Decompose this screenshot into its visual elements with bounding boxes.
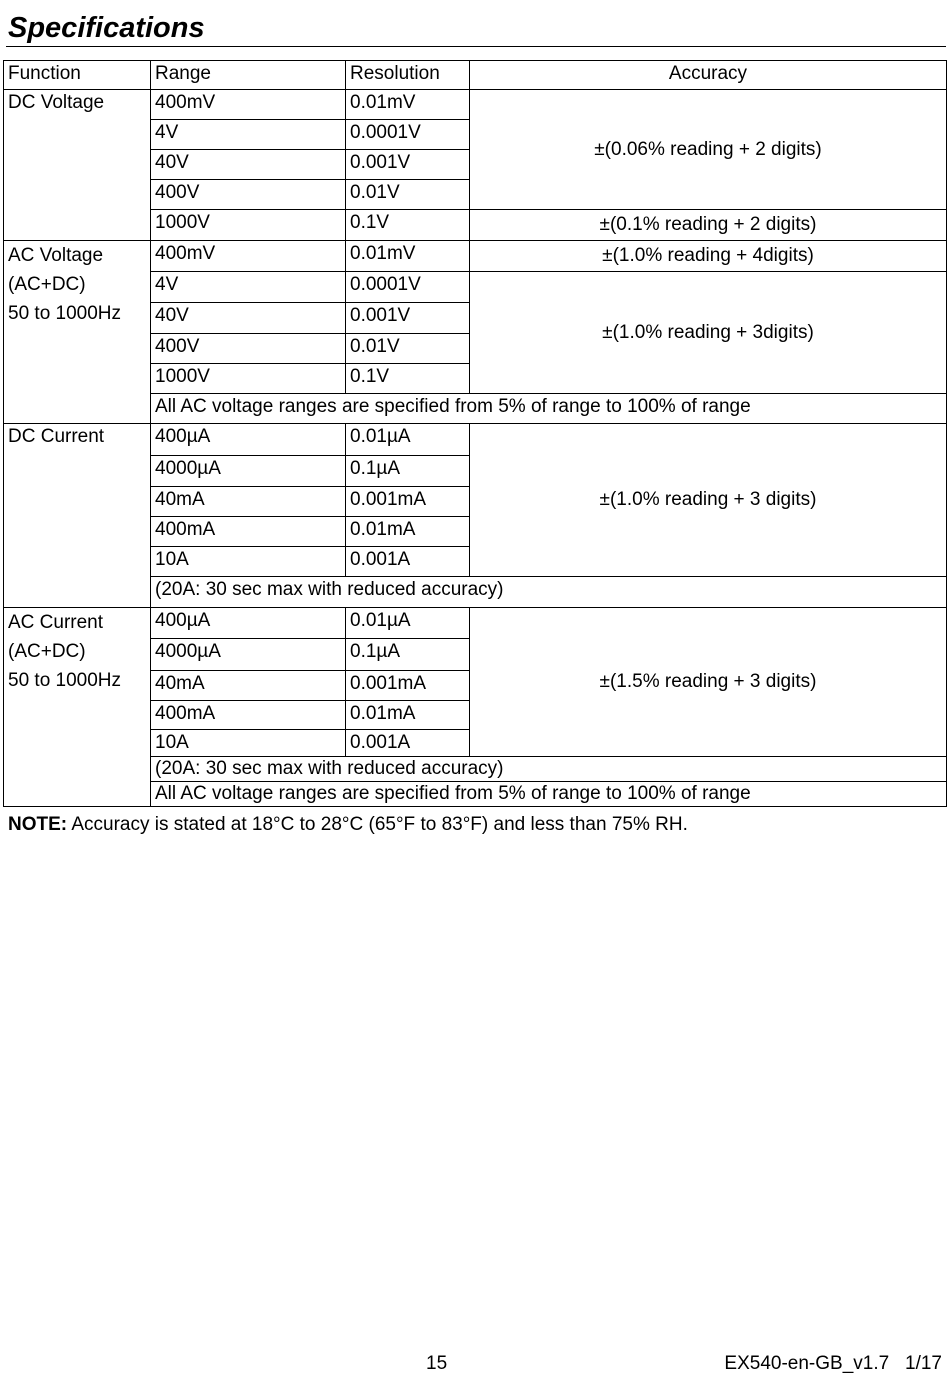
table-row: AC Current (AC+DC) 50 to 1000Hz 400µA 0.01µ… <box>3 607 947 807</box>
accuracy-cell: ±(0.1% reading + 2 digits) <box>469 209 947 241</box>
table-row: 4V 0.0001V ±(1.0% reading + 3digits) <box>4 271 947 394</box>
range-cell: 400mV <box>150 240 346 272</box>
resolution-cell: 0.001mA <box>345 670 470 701</box>
range-cell: 40mA <box>150 670 346 701</box>
table-row: 40mA 0.001mA <box>4 486 947 517</box>
function-label: 50 to 1000Hz <box>8 670 122 691</box>
function-dc-voltage: DC Voltage <box>3 89 151 241</box>
table-row: 10A 0.001A <box>4 546 947 577</box>
function-dc-current: DC Current <box>3 423 151 608</box>
page-title: Specifications <box>8 12 205 44</box>
table-row: 400V 0.01V <box>4 179 947 210</box>
resolution-cell: 0.1µA <box>345 455 470 487</box>
range-cell: 40V <box>150 302 346 334</box>
resolution-cell: 0.01mA <box>345 516 470 547</box>
resolution-cell: 0.01µA <box>345 607 470 639</box>
function-label: (AC+DC) <box>8 274 86 295</box>
function-label: (AC+DC) <box>8 641 86 662</box>
table-row: 400mA 0.01mA <box>4 516 947 547</box>
table-row: 1000V 0.1V <box>4 363 947 394</box>
header-row: Function Range Resolution Accuracy <box>3 60 947 90</box>
table-row: DC Current 400µA 0.01µA ±(1.0% reading + 3… <box>3 423 947 608</box>
resolution-cell: 0.0001V <box>345 271 470 303</box>
header-accuracy: Accuracy <box>469 60 947 90</box>
table-row: 400V 0.01V <box>4 333 947 364</box>
resolution-cell: 0.001V <box>345 149 470 180</box>
range-cell: 1000V <box>150 209 346 241</box>
table-row: 4000µA 0.1µA <box>4 455 947 487</box>
range-cell: 400V <box>150 333 346 364</box>
resolution-cell: 0.001A <box>345 546 470 577</box>
resolution-cell: 0.01mV <box>345 89 470 120</box>
table-row: DC Voltage 400mV 0.01mV ±(0.06% reading +… <box>3 89 947 241</box>
document-id: EX540-en-GB_v1.7 1/17 <box>724 1353 942 1374</box>
page-number: 15 <box>426 1353 448 1374</box>
range-cell: 40mA <box>150 486 346 517</box>
header-function: Function <box>3 60 151 90</box>
function-ac-current: AC Current (AC+DC) 50 to 1000Hz <box>3 607 151 807</box>
resolution-cell: 0.01mA <box>345 700 470 730</box>
resolution-cell: 0.1µA <box>345 638 470 671</box>
range-cell: 4V <box>150 271 346 303</box>
specifications-table: Function Range Resolution Accuracy DC Vo… <box>3 60 947 807</box>
table-row: 40V 0.001V <box>4 149 947 180</box>
table-row: 400mA 0.01mA <box>4 700 947 730</box>
note-text: Accuracy is stated at 18°C to 28°C (65°F… <box>67 814 688 835</box>
resolution-cell: 0.1V <box>345 363 470 394</box>
accuracy-cell: ±(1.0% reading + 3digits) <box>469 271 947 394</box>
range-cell: 10A <box>150 729 346 757</box>
range-cell: 40V <box>150 149 346 180</box>
function-label: AC Current <box>8 612 104 633</box>
range-cell: 400µA <box>150 607 346 639</box>
table-row: 40V 0.001V <box>4 302 947 334</box>
resolution-cell: 0.1V <box>345 209 470 241</box>
resolution-cell: 0.01V <box>345 179 470 210</box>
header-resolution: Resolution <box>345 60 470 90</box>
range-cell: 400V <box>150 179 346 210</box>
table-row: All AC voltage ranges are specified from… <box>4 781 947 807</box>
resolution-cell: 0.0001V <box>345 119 470 150</box>
table-row: AC Voltage (AC+DC) 50 to 1000Hz 400mV 0.01m… <box>3 240 947 424</box>
resolution-cell: 0.001A <box>345 729 470 757</box>
range-cell: 4000µA <box>150 638 346 671</box>
note-cell: All AC voltage ranges are specified from… <box>150 781 947 807</box>
function-label: AC Voltage <box>8 245 104 266</box>
function-label: 50 to 1000Hz <box>8 303 122 324</box>
range-cell: 400mV <box>150 89 346 120</box>
accuracy-cell: ±(1.0% reading + 4digits) <box>469 240 947 272</box>
resolution-cell: 0.01mV <box>345 240 470 272</box>
note-label: NOTE: <box>8 814 68 835</box>
range-cell: 4V <box>150 119 346 150</box>
resolution-cell: 0.001V <box>345 302 470 334</box>
table-row: 1000V 0.1V ±(0.1% reading + 2 digits) <box>4 209 947 241</box>
accuracy-note: NOTE: Accuracy is stated at 18°C to 28°C… <box>8 814 688 836</box>
note-cell: (20A: 30 sec max with reduced accuracy) <box>150 576 947 608</box>
range-cell: 400mA <box>150 516 346 547</box>
range-cell: 1000V <box>150 363 346 394</box>
accuracy-cell: ±(1.5% reading + 3 digits) <box>469 607 947 757</box>
resolution-cell: 0.001mA <box>345 486 470 517</box>
table-row: 40mA 0.001mA <box>4 670 947 701</box>
range-cell: 400mA <box>150 700 346 730</box>
accuracy-cell: ±(0.06% reading + 2 digits) <box>469 89 947 210</box>
accuracy-cell: ±(1.0% reading + 3 digits) <box>469 423 947 577</box>
header-range: Range <box>150 60 346 90</box>
note-cell: All AC voltage ranges are specified from… <box>150 393 947 424</box>
table-row: 4V 0.0001V <box>4 119 947 150</box>
range-cell: 400µA <box>150 423 346 456</box>
range-cell: 10A <box>150 546 346 577</box>
title-rule <box>6 46 946 47</box>
table-row: 4000µA 0.1µA <box>4 638 947 671</box>
table-row: (20A: 30 sec max with reduced accuracy) <box>4 576 947 608</box>
range-cell: 4000µA <box>150 455 346 487</box>
note-cell: (20A: 30 sec max with reduced accuracy) <box>150 756 947 782</box>
function-ac-voltage: AC Voltage (AC+DC) 50 to 1000Hz <box>3 240 151 424</box>
resolution-cell: 0.01V <box>345 333 470 364</box>
resolution-cell: 0.01µA <box>345 423 470 456</box>
